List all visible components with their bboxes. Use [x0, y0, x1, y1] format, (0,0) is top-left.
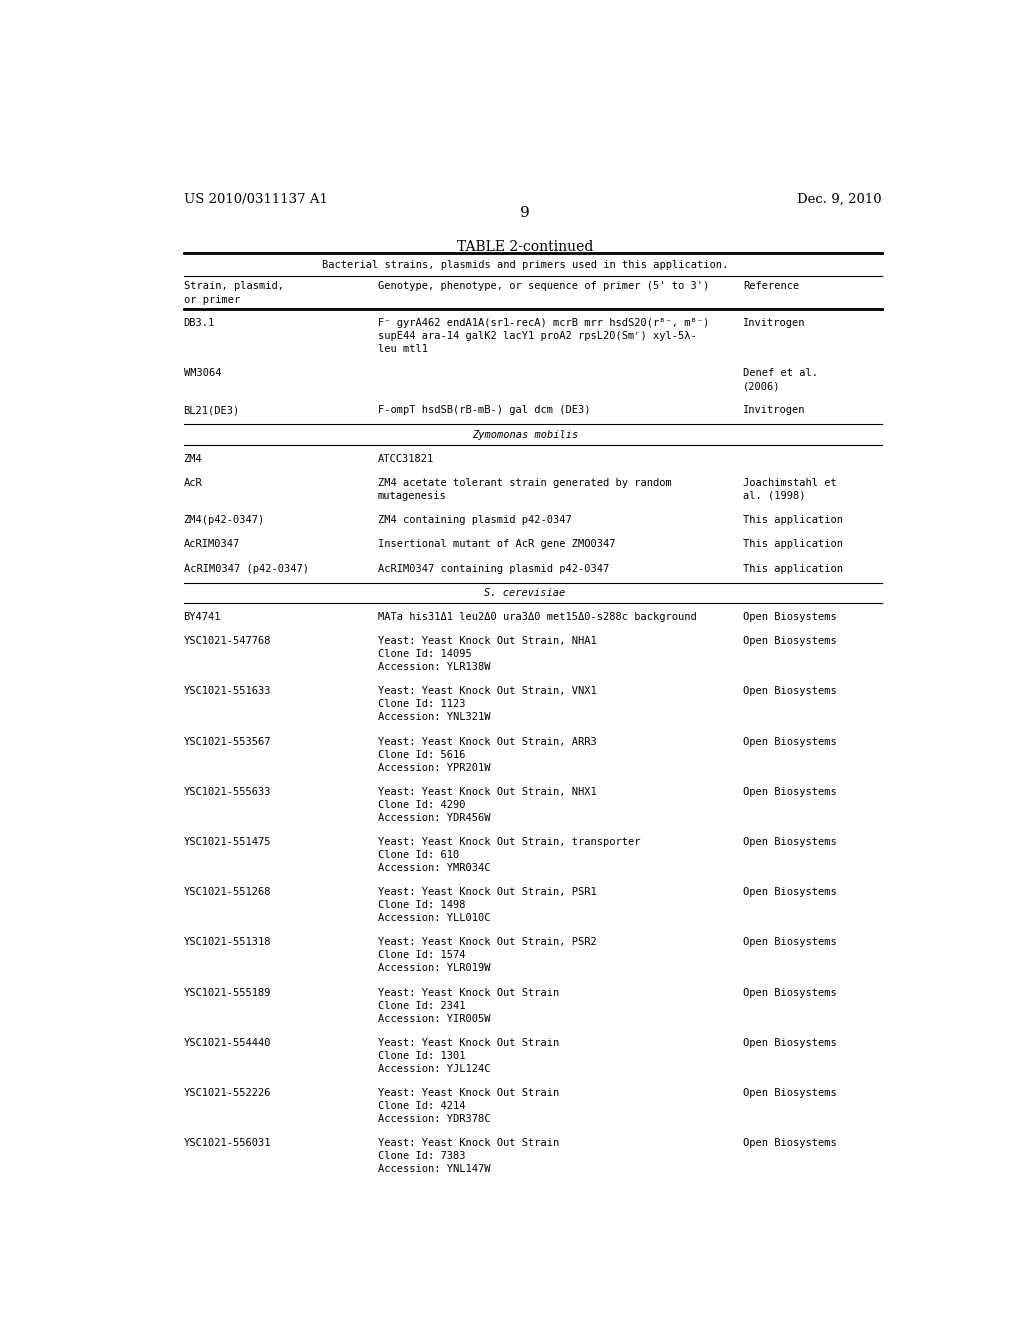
Text: YSC1021-555189: YSC1021-555189	[183, 987, 271, 998]
Text: Accession: YDR378C: Accession: YDR378C	[378, 1114, 490, 1125]
Text: F-ompT hsdSB(rB-mB-) gal dcm (DE3): F-ompT hsdSB(rB-mB-) gal dcm (DE3)	[378, 405, 591, 416]
Text: US 2010/0311137 A1: US 2010/0311137 A1	[183, 193, 328, 206]
Text: Reference: Reference	[743, 281, 800, 292]
Text: al. (1998): al. (1998)	[743, 491, 806, 502]
Text: Open Biosystems: Open Biosystems	[743, 1088, 837, 1098]
Text: Yeast: Yeast Knock Out Strain: Yeast: Yeast Knock Out Strain	[378, 1138, 559, 1148]
Text: Open Biosystems: Open Biosystems	[743, 612, 837, 622]
Text: Yeast: Yeast Knock Out Strain, PSR1: Yeast: Yeast Knock Out Strain, PSR1	[378, 887, 597, 898]
Text: Open Biosystems: Open Biosystems	[743, 636, 837, 645]
Text: YSC1021-551633: YSC1021-551633	[183, 686, 271, 697]
Text: Strain, plasmid,: Strain, plasmid,	[183, 281, 284, 292]
Text: S. cerevisiae: S. cerevisiae	[484, 587, 565, 598]
Text: AcRIM0347: AcRIM0347	[183, 540, 240, 549]
Text: Invitrogen: Invitrogen	[743, 318, 806, 327]
Text: or primer: or primer	[183, 296, 240, 305]
Text: This application: This application	[743, 564, 843, 573]
Text: ATCC31821: ATCC31821	[378, 454, 434, 463]
Text: Clone Id: 5616: Clone Id: 5616	[378, 750, 466, 759]
Text: This application: This application	[743, 515, 843, 525]
Text: Yeast: Yeast Knock Out Strain, transporter: Yeast: Yeast Knock Out Strain, transport…	[378, 837, 640, 847]
Text: YSC1021-555633: YSC1021-555633	[183, 787, 271, 797]
Text: Open Biosystems: Open Biosystems	[743, 837, 837, 847]
Text: mutagenesis: mutagenesis	[378, 491, 446, 502]
Text: YSC1021-556031: YSC1021-556031	[183, 1138, 271, 1148]
Text: Accession: YMR034C: Accession: YMR034C	[378, 863, 490, 873]
Text: Denef et al.: Denef et al.	[743, 368, 818, 379]
Text: Yeast: Yeast Knock Out Strain, VNX1: Yeast: Yeast Knock Out Strain, VNX1	[378, 686, 597, 697]
Text: Clone Id: 2341: Clone Id: 2341	[378, 1001, 466, 1011]
Text: ZM4 containing plasmid p42-0347: ZM4 containing plasmid p42-0347	[378, 515, 571, 525]
Text: AcRIM0347 containing plasmid p42-0347: AcRIM0347 containing plasmid p42-0347	[378, 564, 609, 573]
Text: Clone Id: 1574: Clone Id: 1574	[378, 950, 466, 961]
Text: 9: 9	[520, 206, 529, 220]
Text: Clone Id: 610: Clone Id: 610	[378, 850, 459, 859]
Text: Accession: YDR456W: Accession: YDR456W	[378, 813, 490, 822]
Text: Clone Id: 1498: Clone Id: 1498	[378, 900, 466, 911]
Text: Open Biosystems: Open Biosystems	[743, 737, 837, 747]
Text: Zymomonas mobilis: Zymomonas mobilis	[472, 429, 578, 440]
Text: Open Biosystems: Open Biosystems	[743, 887, 837, 898]
Text: Yeast: Yeast Knock Out Strain: Yeast: Yeast Knock Out Strain	[378, 1088, 559, 1098]
Text: Clone Id: 1301: Clone Id: 1301	[378, 1051, 466, 1061]
Text: Open Biosystems: Open Biosystems	[743, 937, 837, 948]
Text: BL21(DE3): BL21(DE3)	[183, 405, 240, 416]
Text: YSC1021-552226: YSC1021-552226	[183, 1088, 271, 1098]
Text: Accession: YJL124C: Accession: YJL124C	[378, 1064, 490, 1073]
Text: Clone Id: 4214: Clone Id: 4214	[378, 1101, 466, 1111]
Text: Yeast: Yeast Knock Out Strain, NHA1: Yeast: Yeast Knock Out Strain, NHA1	[378, 636, 597, 645]
Text: (2006): (2006)	[743, 381, 780, 391]
Text: WM3064: WM3064	[183, 368, 221, 379]
Text: DB3.1: DB3.1	[183, 318, 215, 327]
Text: TABLE 2-continued: TABLE 2-continued	[457, 240, 593, 253]
Text: ZM4: ZM4	[183, 454, 203, 463]
Text: Accession: YNL321W: Accession: YNL321W	[378, 713, 490, 722]
Text: ZM4(p42-0347): ZM4(p42-0347)	[183, 515, 265, 525]
Text: Clone Id: 4290: Clone Id: 4290	[378, 800, 466, 809]
Text: Yeast: Yeast Knock Out Strain: Yeast: Yeast Knock Out Strain	[378, 987, 559, 998]
Text: Dec. 9, 2010: Dec. 9, 2010	[798, 193, 882, 206]
Text: BY4741: BY4741	[183, 612, 221, 622]
Text: Clone Id: 7383: Clone Id: 7383	[378, 1151, 466, 1162]
Text: Open Biosystems: Open Biosystems	[743, 787, 837, 797]
Text: Yeast: Yeast Knock Out Strain: Yeast: Yeast Knock Out Strain	[378, 1038, 559, 1048]
Text: Open Biosystems: Open Biosystems	[743, 686, 837, 697]
Text: Accession: YPR201W: Accession: YPR201W	[378, 763, 490, 772]
Text: Accession: YIR005W: Accession: YIR005W	[378, 1014, 490, 1023]
Text: Accession: YLR019W: Accession: YLR019W	[378, 964, 490, 973]
Text: YSC1021-551268: YSC1021-551268	[183, 887, 271, 898]
Text: YSC1021-554440: YSC1021-554440	[183, 1038, 271, 1048]
Text: Genotype, phenotype, or sequence of primer (5' to 3'): Genotype, phenotype, or sequence of prim…	[378, 281, 710, 292]
Text: Clone Id: 14095: Clone Id: 14095	[378, 649, 472, 659]
Text: Accession: YLR138W: Accession: YLR138W	[378, 663, 490, 672]
Text: Bacterial strains, plasmids and primers used in this application.: Bacterial strains, plasmids and primers …	[322, 260, 728, 271]
Text: MATa his31Δ1 leu2Δ0 ura3Δ0 met15Δ0-s288c background: MATa his31Δ1 leu2Δ0 ura3Δ0 met15Δ0-s288c…	[378, 612, 696, 622]
Text: YSC1021-551475: YSC1021-551475	[183, 837, 271, 847]
Text: Open Biosystems: Open Biosystems	[743, 987, 837, 998]
Text: Clone Id: 1123: Clone Id: 1123	[378, 700, 466, 709]
Text: YSC1021-547768: YSC1021-547768	[183, 636, 271, 645]
Text: AcR: AcR	[183, 478, 203, 488]
Text: Insertional mutant of AcR gene ZMO0347: Insertional mutant of AcR gene ZMO0347	[378, 540, 615, 549]
Text: Accession: YLL010C: Accession: YLL010C	[378, 913, 490, 923]
Text: This application: This application	[743, 540, 843, 549]
Text: ZM4 acetate tolerant strain generated by random: ZM4 acetate tolerant strain generated by…	[378, 478, 672, 488]
Text: Open Biosystems: Open Biosystems	[743, 1038, 837, 1048]
Text: Joachimstahl et: Joachimstahl et	[743, 478, 837, 488]
Text: Accession: YNL147W: Accession: YNL147W	[378, 1164, 490, 1175]
Text: leu mtl1: leu mtl1	[378, 345, 428, 354]
Text: supE44 ara-14 galK2 lacY1 proA2 rpsL20(Smʳ) xyl-5λ-: supE44 ara-14 galK2 lacY1 proA2 rpsL20(S…	[378, 331, 696, 341]
Text: Invitrogen: Invitrogen	[743, 405, 806, 416]
Text: YSC1021-551318: YSC1021-551318	[183, 937, 271, 948]
Text: Yeast: Yeast Knock Out Strain, ARR3: Yeast: Yeast Knock Out Strain, ARR3	[378, 737, 597, 747]
Text: YSC1021-553567: YSC1021-553567	[183, 737, 271, 747]
Text: F⁻ gyrA462 endA1A(sr1-recA) mcrB mrr hsdS20(rᴮ⁻, mᴮ⁻): F⁻ gyrA462 endA1A(sr1-recA) mcrB mrr hsd…	[378, 318, 710, 327]
Text: Yeast: Yeast Knock Out Strain, NHX1: Yeast: Yeast Knock Out Strain, NHX1	[378, 787, 597, 797]
Text: Yeast: Yeast Knock Out Strain, PSR2: Yeast: Yeast Knock Out Strain, PSR2	[378, 937, 597, 948]
Text: Open Biosystems: Open Biosystems	[743, 1138, 837, 1148]
Text: AcRIM0347 (p42-0347): AcRIM0347 (p42-0347)	[183, 564, 308, 573]
